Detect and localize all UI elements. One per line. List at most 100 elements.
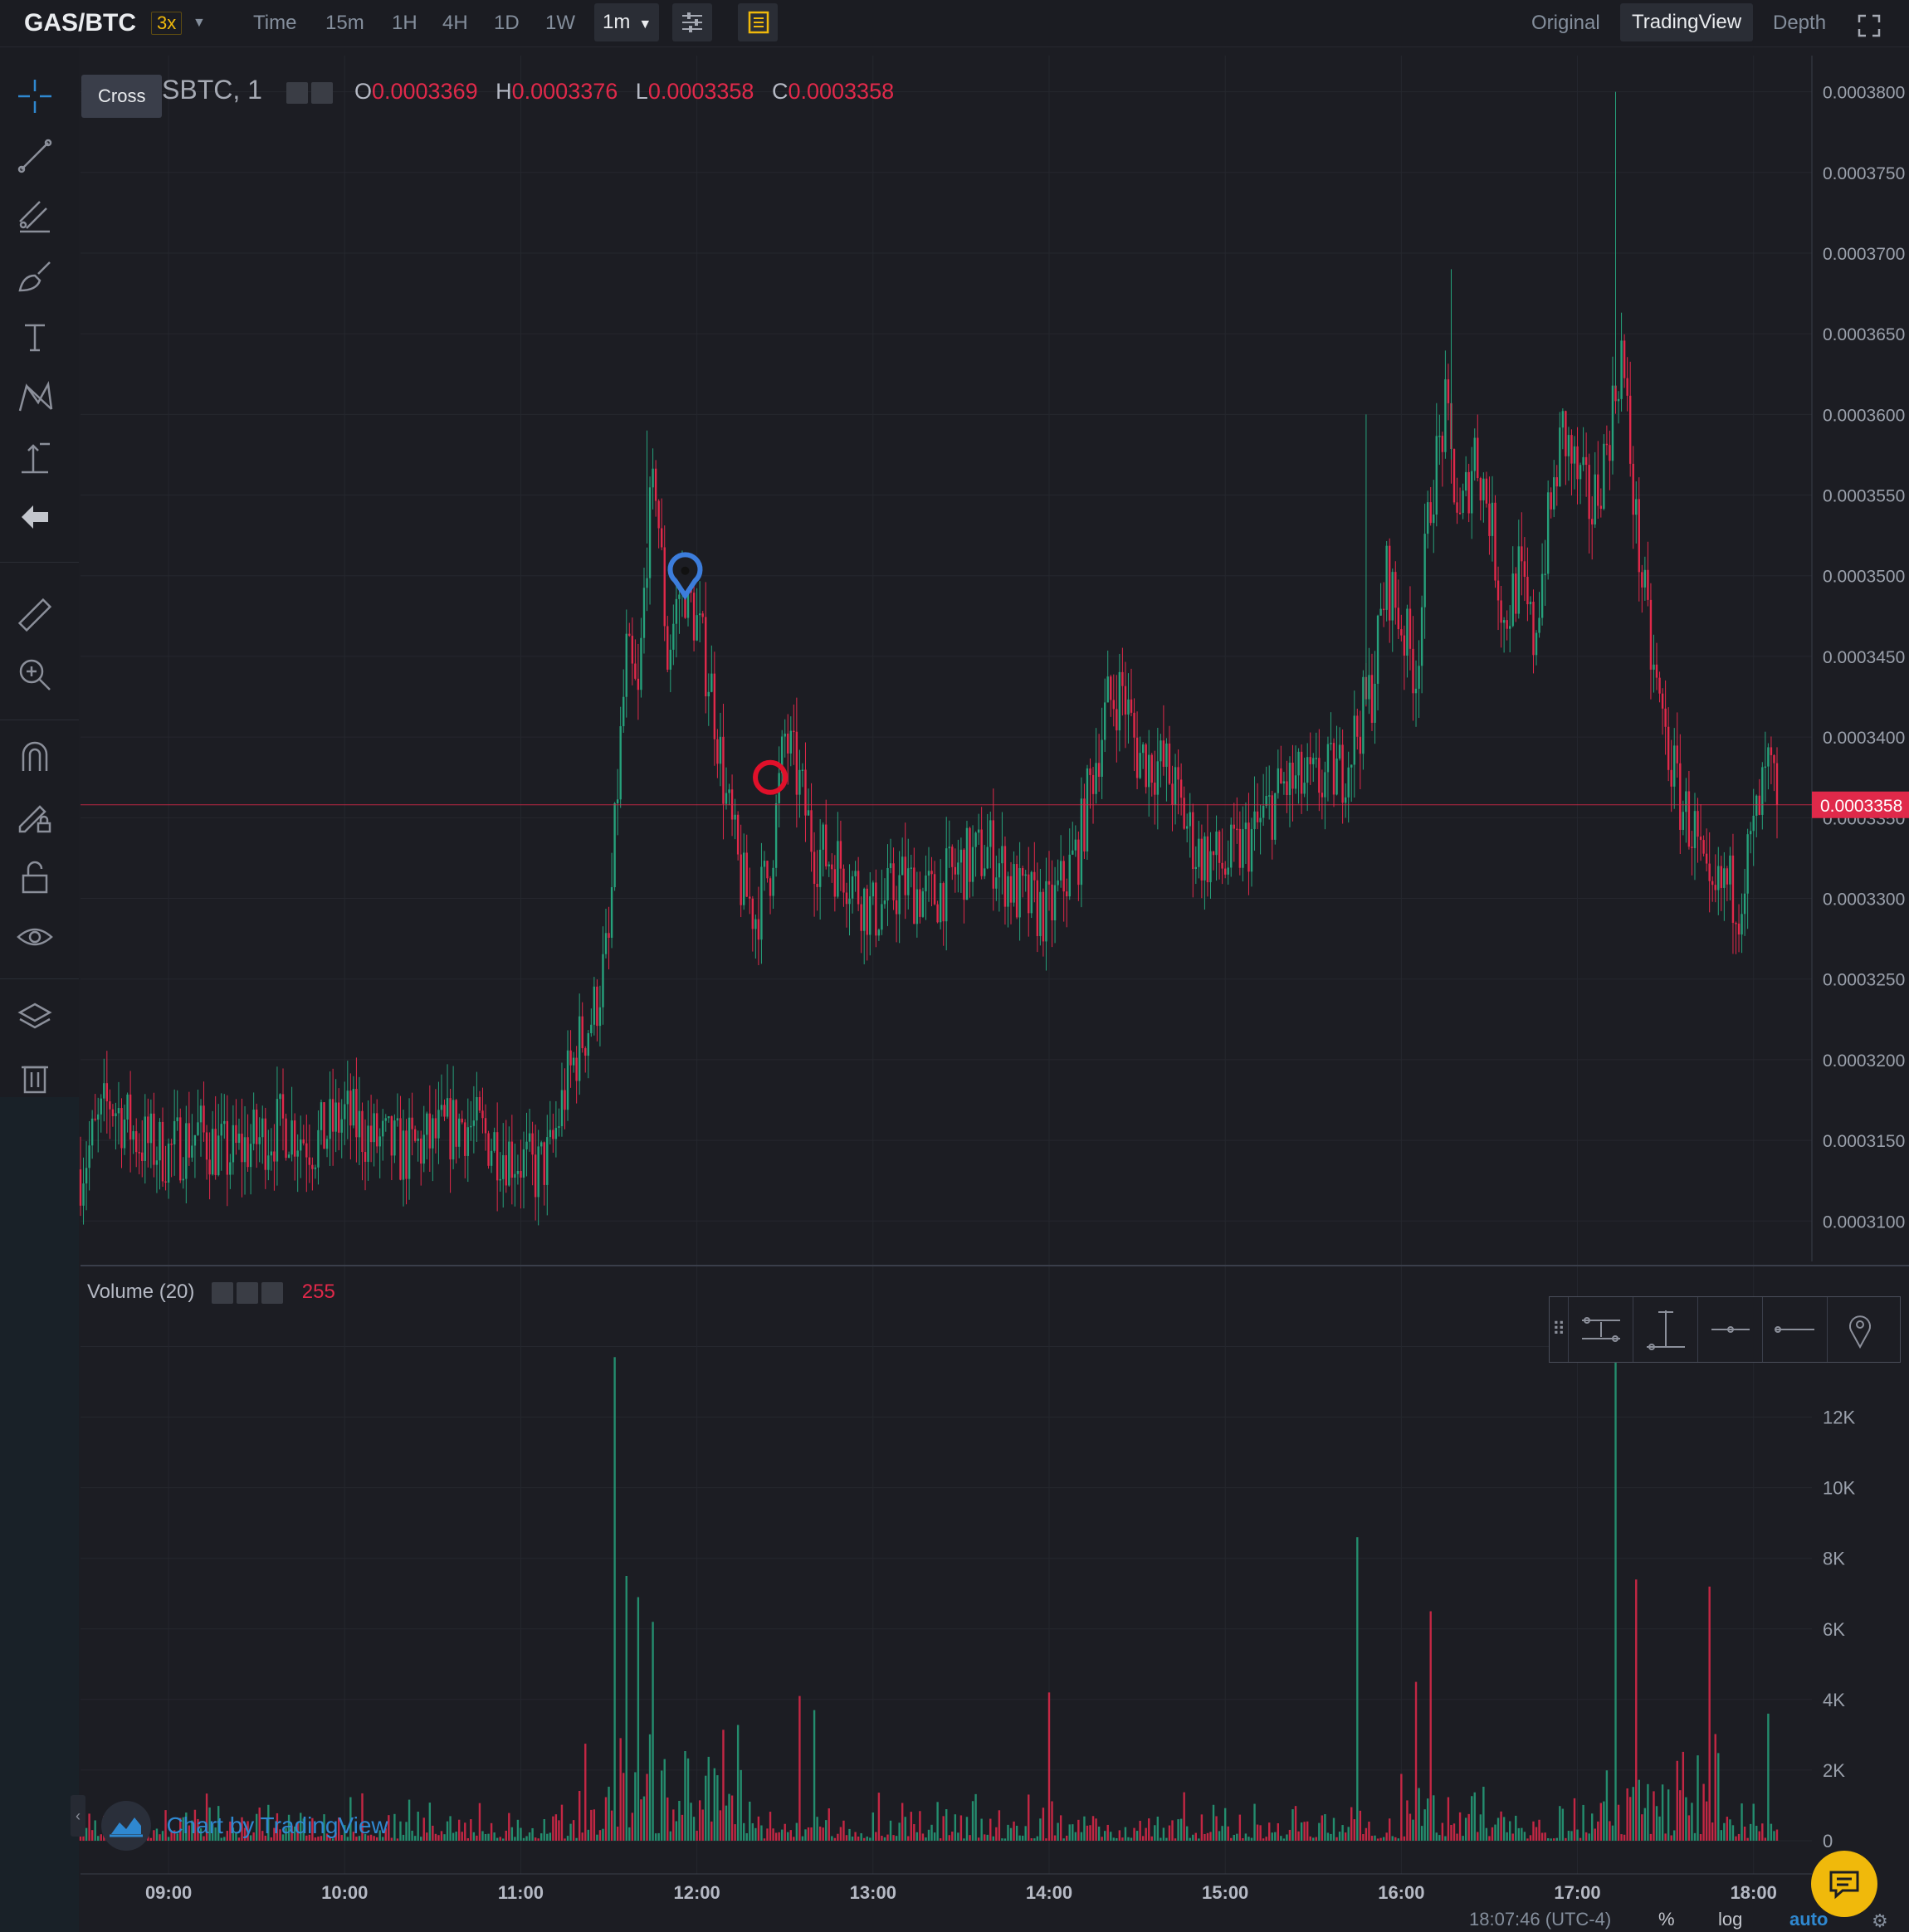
chat-button[interactable]	[1811, 1851, 1877, 1917]
interval-4h[interactable]: 4H	[442, 12, 468, 34]
pattern-tool[interactable]	[15, 378, 55, 417]
candle-body	[287, 1154, 290, 1159]
close-icon[interactable]	[261, 1281, 284, 1304]
candle-body	[1746, 834, 1749, 894]
cross-tool[interactable]	[15, 76, 55, 116]
log-toggle[interactable]: log	[1718, 1909, 1743, 1930]
brush-tool[interactable]	[15, 257, 55, 297]
candle-body	[1118, 671, 1121, 731]
auto-toggle[interactable]: auto	[1789, 1909, 1828, 1930]
candle-body	[1332, 743, 1335, 795]
candle-body	[1171, 783, 1174, 805]
candle-body	[1623, 340, 1626, 378]
view-tradingview[interactable]: TradingView	[1620, 3, 1754, 41]
candle-body	[692, 593, 696, 641]
axes: 0.0003100 0.0003150 0.0003200 0.0003250 0.00…	[81, 47, 1909, 1909]
zoom-tool[interactable]	[15, 655, 55, 695]
volume-bar	[1030, 1838, 1033, 1841]
lock-pencil-tool[interactable]	[15, 797, 55, 837]
settings-icon[interactable]: ⚙	[1872, 1910, 1888, 1931]
settings-icon[interactable]	[311, 81, 334, 104]
pair-title[interactable]: GAS/BTC	[24, 9, 136, 37]
volume-bar	[276, 1812, 279, 1841]
volume-bar	[705, 1775, 707, 1841]
candle-body	[1288, 762, 1291, 795]
trash-tool[interactable]	[15, 1057, 55, 1097]
interval-time[interactable]: Time	[253, 12, 297, 34]
magnet-tool[interactable]	[15, 736, 55, 776]
candle-body	[1579, 465, 1582, 480]
volume-bar	[367, 1835, 369, 1841]
candle-body	[992, 820, 994, 889]
tradingview-watermark[interactable]: Chart by TradingView	[101, 1801, 388, 1851]
unlock-tool[interactable]	[15, 857, 55, 897]
volume-bar	[434, 1833, 437, 1841]
volume-bar	[514, 1837, 516, 1841]
volume-bar	[1479, 1814, 1482, 1841]
candle-body	[422, 1134, 425, 1164]
ray-button[interactable]	[1762, 1297, 1828, 1362]
candle-body	[875, 882, 877, 936]
volume-bar	[983, 1834, 986, 1841]
candle-body	[892, 863, 895, 900]
view-original[interactable]: Original	[1531, 12, 1600, 34]
candle-body	[85, 1168, 88, 1184]
trendline-tool[interactable]	[15, 136, 55, 176]
candle-body	[1013, 864, 1015, 903]
volume-bar	[1535, 1827, 1538, 1841]
measure-tool[interactable]	[15, 437, 55, 477]
candle-body	[308, 1157, 311, 1165]
drag-handle-icon[interactable]: ⠿	[1551, 1319, 1566, 1339]
volume-bar	[1209, 1832, 1212, 1841]
indicators-settings-button[interactable]	[672, 3, 712, 41]
horizontal-line-button[interactable]	[1697, 1297, 1763, 1362]
back-tool[interactable]	[15, 497, 55, 537]
fullscreen-button[interactable]	[1856, 10, 1882, 37]
volume-value: 255	[301, 1281, 335, 1303]
notes-button[interactable]	[738, 3, 778, 41]
interval-1h[interactable]: 1H	[392, 12, 417, 34]
volume-bar	[925, 1837, 927, 1841]
interval-1d[interactable]: 1D	[494, 12, 520, 34]
collapse-toolbar-button[interactable]: ‹	[71, 1795, 85, 1837]
eye-icon[interactable]	[212, 1281, 234, 1304]
volume-bar	[1737, 1833, 1741, 1841]
chart-canvas[interactable]: 0.0003100 0.0003150 0.0003200 0.0003250 0.00…	[79, 47, 1909, 1932]
high-value: 0.0003376	[511, 79, 618, 104]
chevron-down-icon[interactable]: ▼	[193, 16, 206, 30]
candle-body	[828, 864, 830, 866]
volume-bar	[1095, 1818, 1097, 1841]
volume-bar	[176, 1833, 178, 1841]
close-label: C	[771, 79, 788, 104]
text-tool[interactable]	[15, 317, 55, 357]
volume-bar	[1382, 1837, 1385, 1841]
vertical-line-button[interactable]	[1633, 1297, 1698, 1362]
ruler-tool[interactable]	[15, 595, 55, 635]
fib-tool[interactable]	[15, 197, 55, 237]
candle-body	[1277, 768, 1280, 793]
volume-bar	[1106, 1824, 1109, 1841]
percent-toggle[interactable]: %	[1658, 1909, 1675, 1930]
candle-body	[1653, 664, 1655, 670]
eye-icon[interactable]	[286, 81, 309, 104]
candle-body	[1723, 868, 1726, 888]
horizontal-ray-button[interactable]	[1568, 1297, 1633, 1362]
candle-body	[522, 1149, 525, 1178]
interval-1w[interactable]: 1W	[545, 12, 575, 34]
interval-15m[interactable]: 15m	[325, 12, 364, 34]
volume-bar	[1691, 1803, 1693, 1841]
volume-bar	[1230, 1837, 1233, 1841]
candle-body	[1121, 671, 1124, 686]
volume-bar	[340, 1835, 343, 1841]
volume-bar	[1447, 1797, 1450, 1841]
layers-tool[interactable]	[15, 998, 55, 1037]
settings-icon[interactable]	[237, 1281, 259, 1304]
price-marker-button[interactable]	[1827, 1297, 1892, 1362]
volume-bar	[1597, 1821, 1599, 1841]
volume-bar	[675, 1821, 678, 1841]
volume-bar	[848, 1828, 851, 1841]
visibility-tool[interactable]	[15, 917, 55, 957]
interval-1m-select[interactable]: 1m ▼	[594, 3, 659, 41]
view-depth[interactable]: Depth	[1773, 12, 1827, 34]
candle-body	[496, 1132, 499, 1181]
